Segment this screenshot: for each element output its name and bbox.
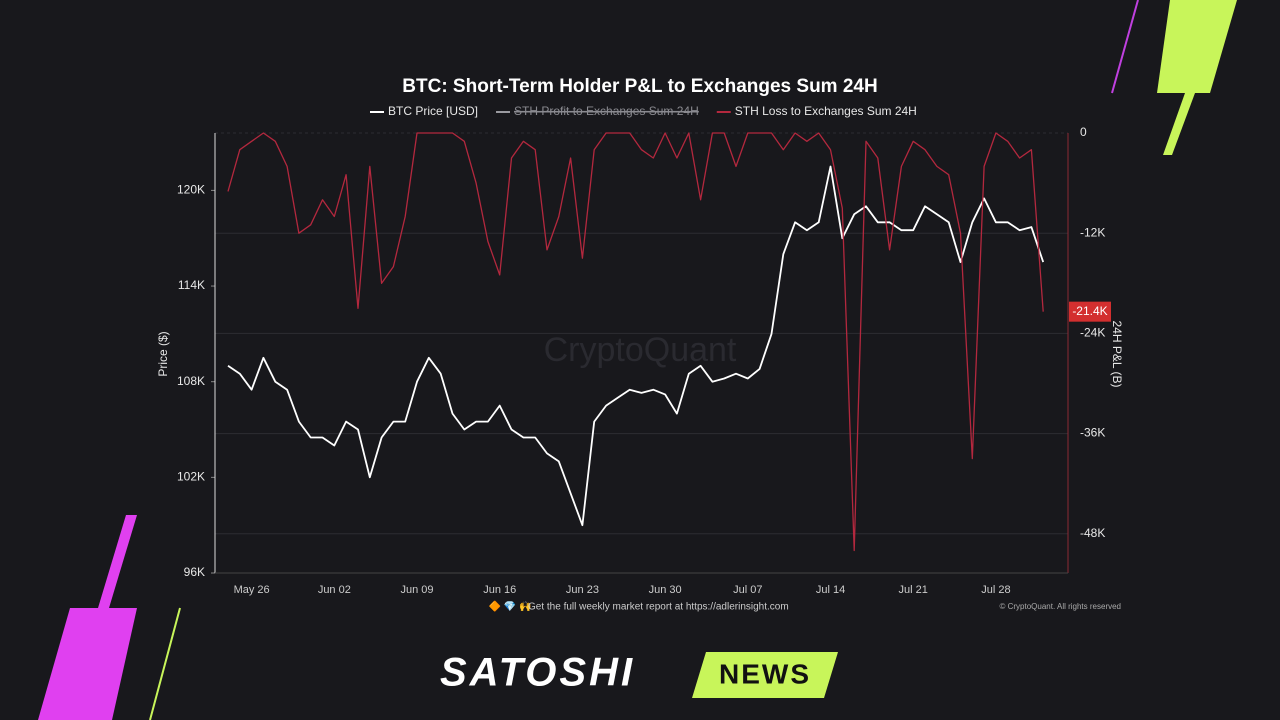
series-line [227, 132, 1044, 552]
decor [1111, 0, 1139, 94]
y2-tick-label: 0 [1080, 125, 1087, 139]
legend-label: STH Profit to Exchanges Sum 24H [514, 104, 699, 118]
decor [1163, 93, 1195, 155]
decor [38, 608, 137, 720]
y-axis-label: Price ($) [156, 331, 170, 376]
y-tick-label: 114K [178, 278, 205, 292]
footer: Get the full weekly market report at htt… [528, 602, 789, 613]
y2-tick-label: -24K [1080, 326, 1105, 340]
x-tick-label: May 26 [234, 584, 270, 596]
x-tick-label: Jun 02 [318, 584, 351, 596]
y2-tick-label: -36K [1080, 426, 1105, 440]
decor [149, 607, 181, 720]
x-tick-label: Jun 23 [566, 584, 599, 596]
y2-tick-label: -12K [1080, 225, 1105, 239]
series-line [227, 165, 1045, 527]
chart-title: BTC: Short-Term Holder P&L to Exchanges … [402, 76, 877, 97]
y-tick-label: 108K [177, 374, 205, 388]
decor [98, 515, 137, 608]
x-tick-label: Jul 14 [816, 584, 845, 596]
x-tick-label: Jun 16 [483, 584, 516, 596]
last-value-box [1069, 301, 1111, 322]
x-tick-label: Jul 21 [899, 584, 928, 596]
legend-label: STH Loss to Exchanges Sum 24H [735, 104, 917, 118]
x-tick-label: Jul 28 [981, 584, 1010, 596]
y2-axis-label: 24H P&L (B) [1110, 321, 1124, 388]
brand: SATOSHI [440, 651, 635, 695]
x-tick-label: Jun 09 [401, 584, 434, 596]
x-tick-label: Jul 07 [733, 584, 762, 596]
legend-label: BTC Price [USD] [388, 104, 478, 118]
y-tick-label: 120K [177, 183, 205, 197]
y-tick-label: 96K [184, 565, 205, 579]
copyright: © CryptoQuant. All rights reserved [1000, 602, 1122, 611]
last-value-label: -21.4K [1072, 304, 1107, 318]
decor [1157, 0, 1237, 93]
watermark: CryptoQuant [544, 331, 737, 369]
y-tick-label: 102K [177, 470, 205, 484]
brand: NEWS [719, 658, 811, 689]
footer-icons: 🔶 💎 🙌 [489, 600, 532, 613]
brand-box [692, 652, 838, 698]
x-tick-label: Jun 30 [649, 584, 682, 596]
y2-tick-label: -48K [1080, 526, 1105, 540]
